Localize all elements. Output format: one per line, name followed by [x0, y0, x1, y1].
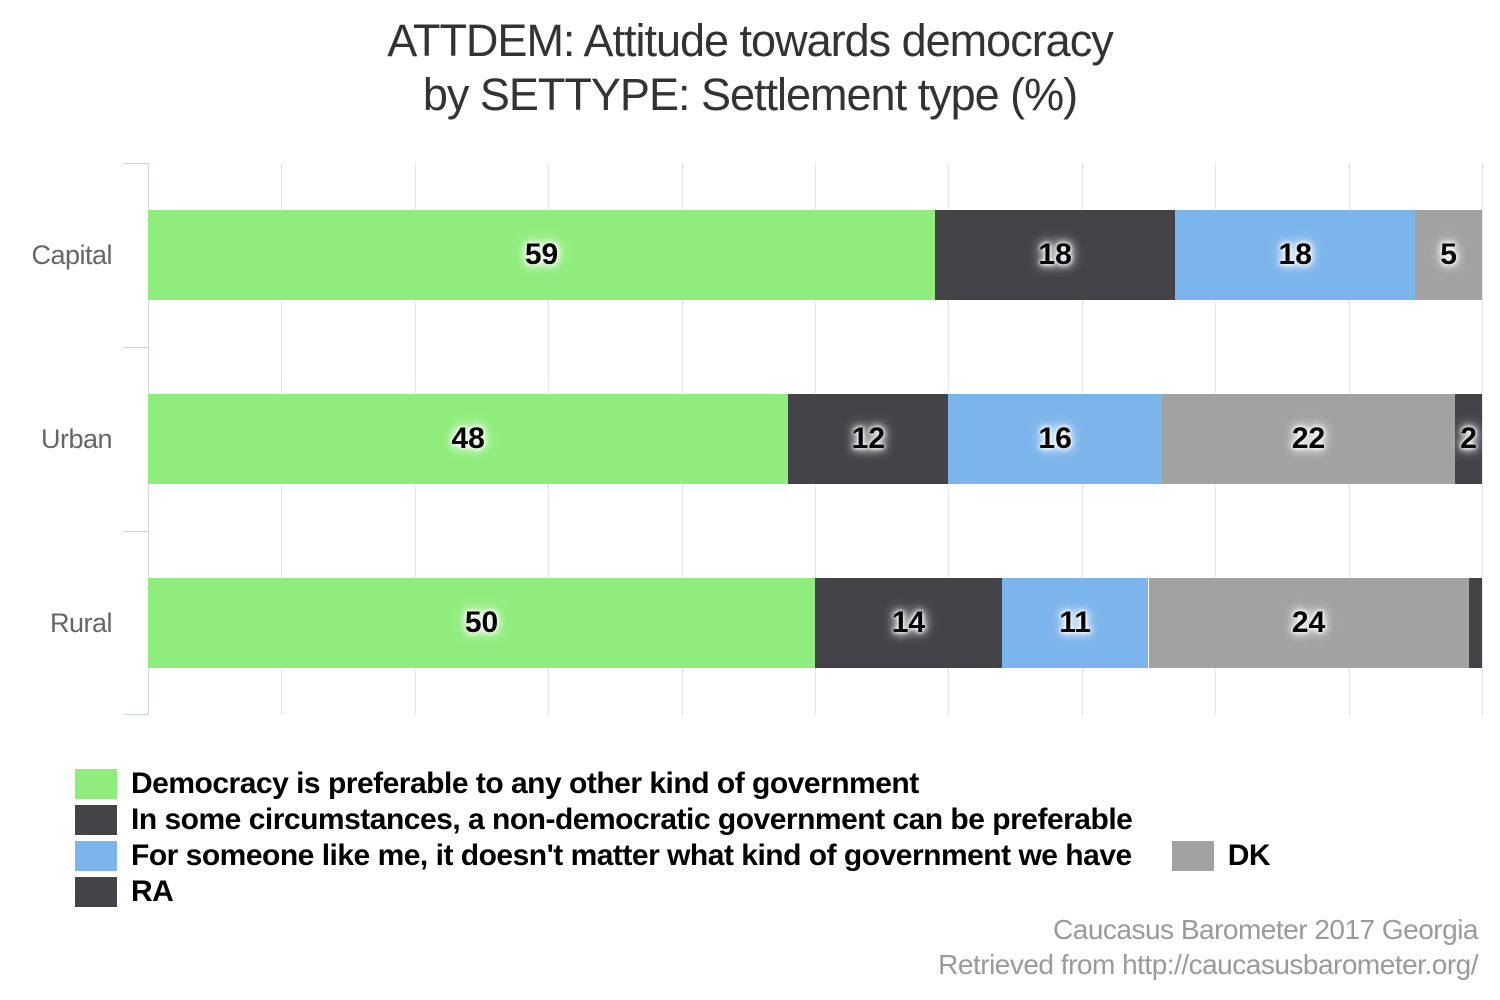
legend-row: RA: [75, 874, 1435, 910]
legend-label: RA: [131, 875, 174, 908]
bar-segment-capital-s3: 18: [1175, 210, 1416, 300]
y-axis-tick: [123, 163, 148, 164]
category-label-rural: Rural: [49, 608, 113, 638]
legend-row: Democracy is preferable to any other kin…: [75, 766, 1435, 802]
chart-title-line1: ATTDEM: Attitude towards democracy: [387, 15, 1113, 66]
data-label: 11: [1059, 606, 1091, 639]
data-label: 5: [1440, 238, 1457, 271]
legend-item-series-3[interactable]: For someone like me, it doesn't matter w…: [75, 839, 1132, 873]
bar-segment-urban-dk: 22: [1161, 394, 1456, 484]
bar-segment-rural-s3: 11: [1001, 578, 1149, 668]
legend-swatch-icon: [75, 805, 117, 835]
bar-segment-capital-dk: 5: [1415, 210, 1482, 300]
legend-label: DK: [1227, 839, 1271, 872]
data-label: 14: [891, 606, 926, 639]
data-label: 22: [1291, 422, 1326, 455]
data-label: 12: [851, 422, 886, 455]
legend-swatch-icon: [75, 877, 117, 907]
data-label: 2: [1460, 422, 1477, 455]
data-label: 48: [451, 422, 485, 455]
bar-segment-rural-dk: 24: [1148, 578, 1469, 668]
bar-segment-urban-s3: 16: [948, 394, 1162, 484]
legend-swatch-icon: [75, 769, 117, 799]
data-label: 18: [1278, 238, 1312, 271]
footer-source-text: Caucasus Barometer 2017 Georgia: [1053, 914, 1478, 945]
legend: Democracy is preferable to any other kin…: [75, 766, 1435, 910]
legend-item-series-2[interactable]: In some circumstances, a non-democratic …: [75, 803, 1133, 837]
bar-segment-urban-ra: 2: [1455, 394, 1482, 484]
footer-retrieved-url: Retrieved from http://caucasusbarometer.…: [938, 949, 1478, 980]
y-axis-tick: [123, 531, 148, 532]
legend-item-dk[interactable]: DK: [1171, 839, 1271, 873]
legend-swatch-icon: [75, 841, 117, 871]
plot-area: 59 18 18 5 48 12 16 22 2 50 14 11 24: [123, 163, 1483, 715]
legend-item-ra[interactable]: RA: [75, 875, 174, 909]
legend-item-series-1[interactable]: Democracy is preferable to any other kin…: [75, 767, 919, 801]
chart-title-line2: by SETTYPE: Settlement type (%): [422, 69, 1078, 120]
footer-credits: Caucasus Barometer 2017 Georgia Retrieve…: [938, 912, 1478, 982]
bar-segment-rural-s1: 50: [148, 578, 815, 668]
data-label: 59: [524, 238, 559, 271]
bar-segment-capital-s1: 59: [148, 210, 936, 300]
legend-swatch-icon: [1171, 841, 1214, 871]
data-label: 24: [1291, 606, 1326, 639]
legend-label: For someone like me, it doesn't matter w…: [131, 839, 1132, 872]
legend-label: In some circumstances, a non-democratic …: [131, 803, 1133, 836]
y-axis-tick: [123, 347, 148, 348]
y-axis-tick: [123, 714, 148, 715]
legend-row: For someone like me, it doesn't matter w…: [75, 838, 1435, 874]
legend-row: In some circumstances, a non-democratic …: [75, 802, 1435, 838]
data-label: 18: [1038, 238, 1072, 271]
bar-segment-rural-s2: 14: [815, 578, 1002, 668]
category-label-capital: Capital: [31, 240, 112, 270]
bar-segment-urban-s1: 48: [148, 394, 789, 484]
data-label: 16: [1038, 422, 1072, 455]
bar-segment-capital-s2: 18: [935, 210, 1176, 300]
legend-label: Democracy is preferable to any other kin…: [131, 767, 919, 800]
bar-segment-rural-ra: [1468, 578, 1482, 668]
data-label: 50: [464, 606, 499, 639]
bar-segment-urban-s2: 12: [788, 394, 949, 484]
x-gridline-100: [1482, 163, 1483, 715]
category-label-urban: Urban: [40, 424, 113, 454]
chart-title: ATTDEM: Attitude towards democracy by SE…: [0, 14, 1500, 122]
